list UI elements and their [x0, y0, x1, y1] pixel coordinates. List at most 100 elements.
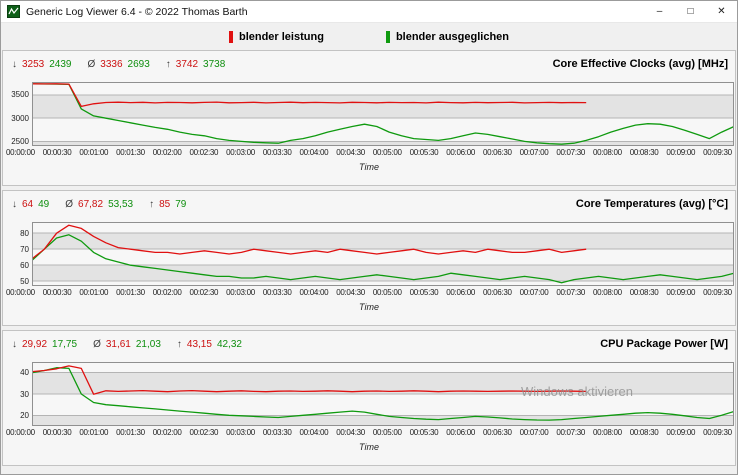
avg-symbol-icon: Ø	[93, 338, 101, 350]
x-tick-label: 00:06:30	[482, 288, 512, 297]
y-tick-label: 2500	[11, 136, 29, 146]
series-line-blender-leistung	[32, 224, 587, 260]
plot-row: 20 30 40	[6, 362, 734, 426]
x-tick-label: 00:07:00	[519, 288, 549, 297]
series-line-blender-ausgeglichen	[32, 83, 734, 145]
y-tick-label: 3000	[11, 113, 29, 123]
x-tick-label: 00:07:30	[556, 428, 586, 437]
x-tick-label: 00:05:30	[409, 148, 439, 157]
x-tick-label: 00:01:30	[116, 428, 145, 437]
x-tick-label: 00:05:00	[372, 288, 402, 297]
stat-min-red: 3253	[22, 58, 45, 70]
x-tick-label: 00:04:30	[336, 428, 365, 437]
x-tick-label: 00:03:30	[262, 148, 292, 157]
stat-min-red: 29,92	[22, 338, 48, 350]
close-button[interactable]: ✕	[717, 6, 726, 17]
stat-min-group: ↓ 3253 2439	[12, 59, 72, 70]
y-tick-label: 80	[20, 228, 29, 238]
x-axis-labels: 00:00:00 00:00:30 00:01:00 00:01:30 00:02:00…	[6, 148, 732, 160]
title-bar: Generic Log Viewer 6.4 - © 2022 Thomas B…	[1, 1, 737, 23]
x-tick-label: 00:00:00	[6, 148, 35, 157]
stat-max-green: 79	[175, 198, 187, 210]
chart-plot-area[interactable]	[32, 82, 734, 146]
x-tick-label: 00:02:30	[189, 428, 219, 437]
minimize-button[interactable]: –	[656, 6, 663, 17]
stat-max-green: 42,32	[216, 338, 242, 350]
stat-max-group: ↑ 43,15 42,32	[177, 339, 242, 350]
window-title: Generic Log Viewer 6.4 - © 2022 Thomas B…	[26, 5, 248, 18]
stat-max-group: ↑ 3742 3738	[166, 59, 226, 70]
stat-avg-green: 53,53	[108, 198, 134, 210]
stat-avg-green: 2693	[127, 58, 150, 70]
x-tick-label: 00:00:30	[42, 288, 72, 297]
x-tick-label: 00:04:30	[336, 288, 365, 297]
app-icon	[7, 5, 20, 18]
avg-symbol-icon: Ø	[65, 198, 74, 210]
x-axis-labels: 00:00:00 00:00:30 00:01:00 00:01:30 00:02:00…	[6, 428, 732, 440]
x-axis-title: Time	[359, 162, 379, 172]
x-tick-label: 00:03:30	[262, 288, 292, 297]
x-tick-label: 00:08:30	[629, 288, 659, 297]
chart-panel-core-clocks: ↓ 3253 2439 Ø 3336 2693 ↑ 3742 3738	[2, 50, 736, 186]
x-tick-label: 00:00:30	[42, 148, 72, 157]
x-tick-label: 00:05:30	[409, 288, 439, 297]
x-tick-label: 00:08:00	[593, 148, 622, 157]
stat-max-group: ↑ 85 79	[149, 199, 186, 210]
x-tick-label: 00:09:30	[703, 288, 732, 297]
chart-title: CPU Package Power [W]	[600, 338, 728, 350]
stat-max-red: 3742	[175, 58, 199, 70]
x-tick-label: 00:09:00	[666, 148, 696, 157]
min-arrow-icon: ↓	[12, 198, 17, 210]
chart-legend: blender leistung blender ausgeglichen	[1, 23, 737, 50]
x-tick-label: 00:02:00	[152, 288, 182, 297]
stat-avg-group: Ø 67,82 53,53	[65, 199, 133, 210]
y-axis-labels: 50 60 70 80	[6, 222, 32, 286]
x-tick-label: 00:08:30	[629, 428, 659, 437]
x-tick-label: 00:03:00	[226, 148, 255, 157]
min-arrow-icon: ↓	[12, 58, 17, 70]
x-tick-label: 00:00:00	[6, 428, 35, 437]
panel-header: ↓ 3253 2439 Ø 3336 2693 ↑ 3742 3738	[6, 55, 732, 73]
series-line-blender-leistung	[32, 365, 587, 395]
stat-avg-green: 21,03	[135, 338, 161, 350]
x-tick-label: 00:01:00	[79, 148, 109, 157]
chart-panel-cpu-package-power: ↓ 29,92 17,75 Ø 31,61 21,03 ↑ 43,15 42,3…	[2, 330, 736, 466]
chart-stats: ↓ 29,92 17,75 Ø 31,61 21,03 ↑ 43,15 42,3…	[6, 339, 258, 350]
x-tick-label: 00:06:30	[482, 428, 512, 437]
stat-min-green: 17,75	[52, 338, 78, 350]
x-tick-label: 00:09:30	[703, 148, 732, 157]
x-tick-label: 00:01:30	[116, 288, 145, 297]
x-tick-label: 00:01:00	[79, 428, 109, 437]
stat-min-group: ↓ 64 49	[12, 199, 49, 210]
legend-label: blender ausgeglichen	[395, 30, 510, 43]
max-arrow-icon: ↑	[176, 338, 182, 350]
x-tick-label: 00:03:00	[226, 288, 255, 297]
x-tick-label: 00:09:00	[666, 288, 696, 297]
maximize-button[interactable]: □	[687, 6, 694, 17]
chart-plot-area[interactable]	[32, 222, 734, 286]
y-tick-label: 40	[20, 368, 29, 378]
stat-min-green: 49	[38, 198, 50, 210]
chart-plot-area[interactable]	[32, 362, 734, 426]
legend-color-green-icon	[385, 30, 390, 43]
x-tick-label: 00:05:00	[372, 148, 402, 157]
x-tick-label: 00:00:00	[6, 288, 35, 297]
legend-item-blender-leistung[interactable]: blender leistung	[228, 30, 324, 43]
x-tick-label: 00:07:00	[519, 148, 549, 157]
chart-title: Core Effective Clocks (avg) [MHz]	[552, 58, 728, 70]
legend-label: blender leistung	[238, 30, 324, 43]
x-axis-labels: 00:00:00 00:00:30 00:01:00 00:01:30 00:02:00…	[6, 288, 732, 300]
y-tick-label: 20	[20, 410, 29, 420]
x-tick-label: 00:06:30	[482, 148, 512, 157]
x-tick-label: 00:02:00	[152, 428, 182, 437]
x-axis-title: Time	[359, 302, 379, 312]
y-axis-labels: 20 30 40	[6, 362, 32, 426]
x-tick-label: 00:07:30	[556, 288, 586, 297]
chart-panels: ↓ 3253 2439 Ø 3336 2693 ↑ 3742 3738	[1, 50, 737, 466]
x-tick-label: 00:01:00	[79, 288, 109, 297]
x-tick-label: 00:07:30	[556, 148, 586, 157]
legend-item-blender-ausgeglichen[interactable]: blender ausgeglichen	[385, 30, 510, 43]
panel-header: ↓ 29,92 17,75 Ø 31,61 21,03 ↑ 43,15 42,3…	[6, 335, 732, 353]
x-tick-label: 00:01:30	[116, 148, 145, 157]
